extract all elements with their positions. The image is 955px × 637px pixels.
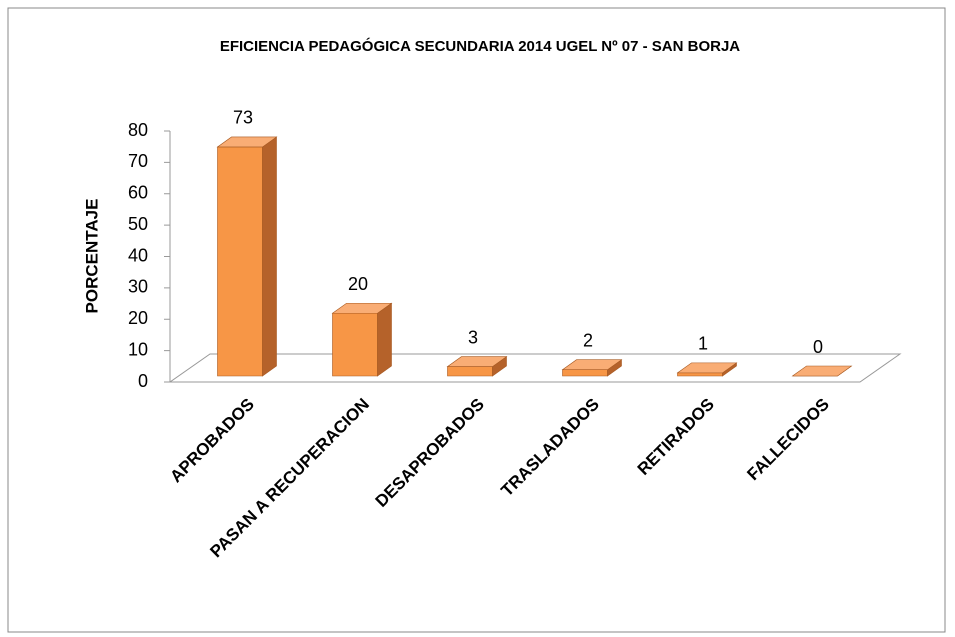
floor: [168, 353, 902, 383]
data-label: 20: [348, 274, 368, 294]
bar: [561, 359, 623, 377]
bar-front: [677, 372, 723, 377]
bar-side: [377, 302, 392, 377]
y-tick-label: 30: [128, 277, 148, 297]
bar: [446, 356, 508, 377]
bar-top: [216, 136, 278, 148]
data-label: 1: [698, 334, 708, 354]
bar-top: [676, 362, 738, 374]
y-tick-label: 70: [128, 151, 148, 171]
y-tick-label: 80: [128, 120, 148, 140]
bar-top: [791, 365, 853, 377]
bar: [331, 302, 393, 377]
bar-top: [446, 356, 508, 367]
bar-side: [262, 136, 277, 377]
data-label: 2: [583, 330, 593, 350]
y-tick-label: 20: [128, 308, 148, 328]
bar-front: [562, 369, 608, 377]
y-axis-label: PORCENTAJE: [82, 199, 101, 314]
data-label: 3: [468, 327, 478, 347]
bar-front: [217, 146, 263, 377]
y-tick-label: 50: [128, 214, 148, 234]
y-tick-label: 10: [128, 339, 148, 359]
y-tick-label: 60: [128, 183, 148, 203]
bar: [676, 362, 738, 377]
bar-top: [331, 302, 393, 314]
data-label: 73: [233, 108, 253, 128]
bar: [791, 365, 853, 377]
bar: [216, 136, 278, 377]
chart-border: [7, 7, 946, 633]
y-tick-label: 0: [138, 371, 148, 391]
bar-top: [561, 359, 623, 371]
data-label: 0: [813, 337, 823, 357]
chart-title: EFICIENCIA PEDAGÓGICA SECUNDARIA 2014 UG…: [220, 37, 740, 55]
y-tick-label: 40: [128, 245, 148, 265]
bar-front: [447, 366, 493, 377]
bar-front: [332, 312, 378, 377]
